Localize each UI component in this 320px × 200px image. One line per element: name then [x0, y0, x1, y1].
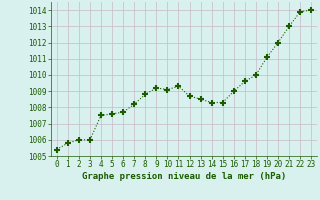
X-axis label: Graphe pression niveau de la mer (hPa): Graphe pression niveau de la mer (hPa): [82, 172, 286, 181]
